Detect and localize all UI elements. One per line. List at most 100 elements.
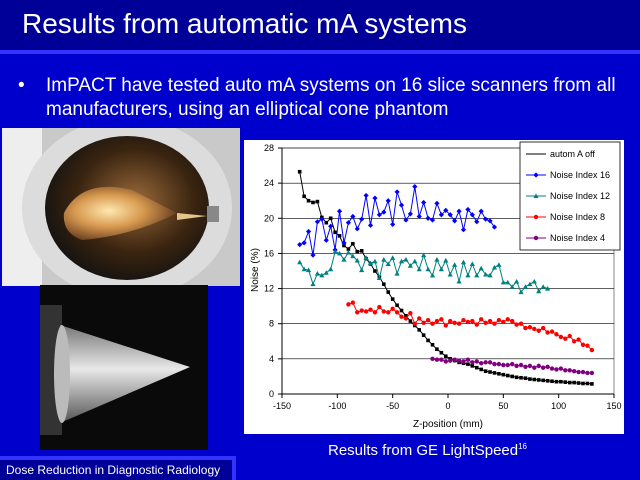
- data-point: [563, 380, 568, 384]
- data-point: [363, 309, 369, 314]
- data-point: [323, 270, 329, 275]
- data-point: [531, 278, 537, 284]
- data-point: [439, 350, 444, 355]
- data-point: [470, 318, 475, 324]
- data-point: [549, 329, 555, 334]
- data-point: [571, 368, 577, 374]
- x-tick-label: 50: [498, 401, 508, 411]
- data-point: [412, 321, 417, 326]
- data-point: [377, 304, 382, 310]
- data-point: [487, 272, 493, 278]
- data-point: [545, 330, 550, 335]
- data-point: [430, 356, 435, 362]
- data-point: [478, 208, 484, 214]
- data-point: [540, 325, 546, 331]
- data-point: [488, 370, 492, 374]
- data-point: [474, 272, 480, 278]
- data-point: [395, 303, 399, 308]
- data-point: [469, 212, 475, 218]
- data-point: [536, 363, 541, 369]
- data-point: [554, 332, 559, 337]
- data-point: [545, 364, 550, 369]
- cone-phantom-drawing: [40, 285, 208, 450]
- data-point: [447, 271, 453, 277]
- data-point: [505, 317, 510, 322]
- legend-label: autom A off: [550, 149, 595, 159]
- data-point: [541, 378, 545, 383]
- data-point: [491, 264, 498, 270]
- caption-superscript: 16: [518, 442, 527, 451]
- data-point: [466, 362, 470, 366]
- data-point: [314, 219, 321, 225]
- data-point: [417, 316, 422, 321]
- slide-title: Results from automatic mA systems: [22, 8, 468, 39]
- data-point: [367, 260, 374, 266]
- data-point: [434, 256, 440, 262]
- data-point: [469, 261, 475, 266]
- y-tick-label: 24: [264, 178, 274, 188]
- y-tick-label: 0: [269, 389, 274, 399]
- y-tick-label: 8: [269, 319, 274, 329]
- y-tick-label: 20: [264, 213, 274, 223]
- y-tick-label: 4: [269, 354, 274, 364]
- data-point: [571, 339, 577, 344]
- data-point: [412, 258, 418, 264]
- data-point: [403, 316, 409, 321]
- data-point: [589, 347, 595, 353]
- data-point: [386, 310, 391, 315]
- data-point: [351, 241, 355, 246]
- data-point: [514, 363, 519, 369]
- data-point: [323, 237, 329, 243]
- data-point: [518, 289, 524, 295]
- data-point: [398, 258, 405, 264]
- data-point: [500, 279, 506, 285]
- data-point: [341, 256, 347, 262]
- data-point: [478, 265, 484, 271]
- data-point: [514, 278, 520, 284]
- data-point: [554, 367, 559, 372]
- data-point: [479, 317, 484, 322]
- legend-marker: [533, 235, 539, 241]
- data-point: [492, 371, 497, 375]
- data-point: [496, 318, 502, 323]
- data-point: [501, 372, 506, 377]
- data-point: [487, 318, 493, 324]
- data-point: [474, 359, 479, 364]
- data-point: [306, 198, 311, 203]
- data-point: [452, 218, 458, 224]
- data-point: [376, 212, 382, 218]
- data-point: [421, 333, 426, 337]
- noise-chart: Noise (%) Z-position (mm) 0 4 8 12 16 20 24 28 -…: [244, 140, 624, 434]
- data-point: [430, 321, 435, 326]
- data-point: [421, 320, 426, 326]
- data-point: [421, 199, 427, 206]
- data-point: [465, 319, 471, 325]
- data-point: [373, 269, 377, 273]
- data-point: [346, 302, 351, 307]
- data-point: [474, 365, 479, 370]
- data-point: [345, 249, 351, 255]
- data-point: [528, 377, 532, 381]
- data-point: [483, 271, 489, 277]
- data-point: [359, 308, 364, 313]
- data-point: [355, 310, 360, 315]
- data-point: [408, 319, 413, 323]
- data-point: [461, 318, 466, 323]
- data-point: [496, 361, 502, 367]
- data-point: [354, 257, 360, 263]
- data-point: [305, 267, 312, 273]
- data-point: [350, 300, 356, 305]
- legend-label: Noise Index 8: [550, 212, 605, 222]
- data-point: [390, 297, 395, 301]
- y-tick-label: 16: [264, 248, 274, 258]
- data-point: [527, 281, 533, 287]
- footer-text: Dose Reduction in Diagnostic Radiology: [6, 463, 221, 477]
- data-point: [341, 240, 347, 246]
- data-point: [505, 373, 510, 378]
- data-point: [443, 323, 448, 328]
- bullet-icon: •: [18, 75, 25, 96]
- x-tick-label: 0: [445, 401, 450, 411]
- data-point: [519, 375, 523, 380]
- data-point: [532, 365, 537, 370]
- x-tick-label: 100: [551, 401, 566, 411]
